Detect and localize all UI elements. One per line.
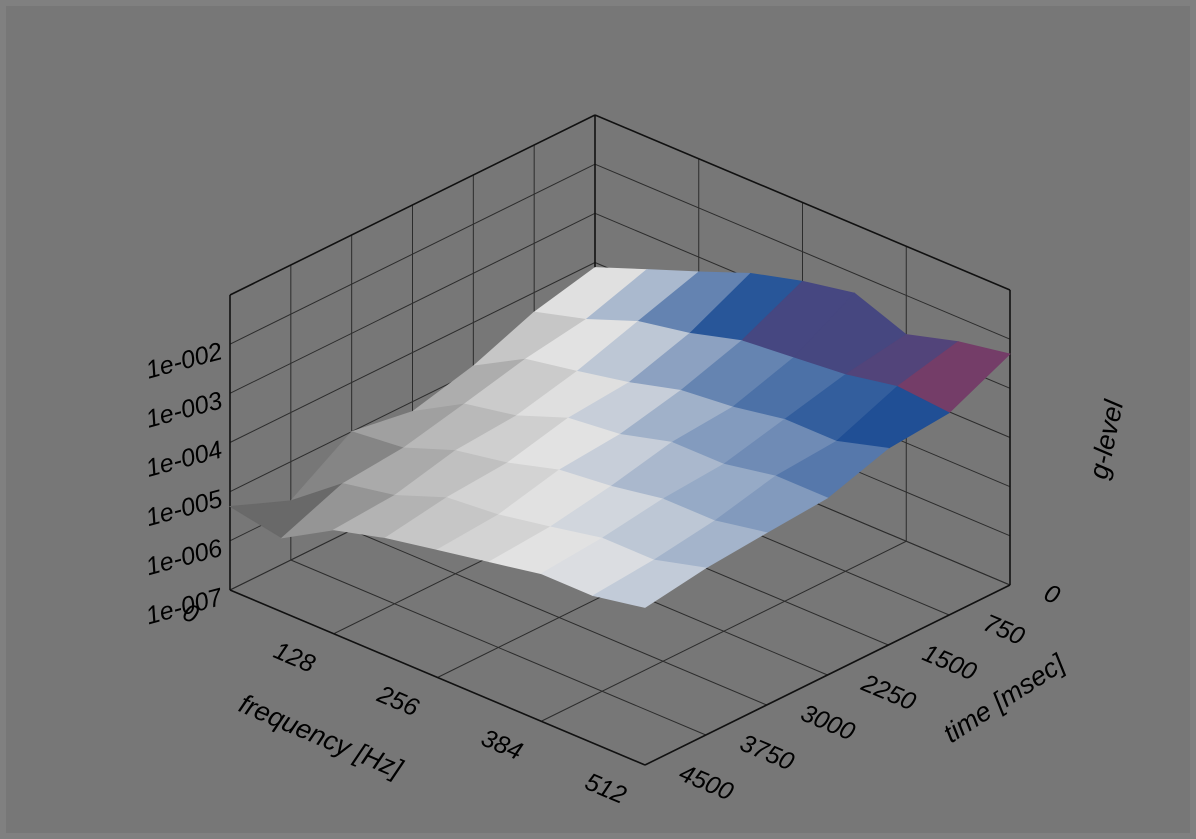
floor-grid-line: [290, 559, 707, 736]
wall-grid-line: [229, 163, 596, 345]
floor-grid-line: [351, 529, 767, 706]
axis-edge: [229, 114, 596, 296]
wall-grid-line: [229, 262, 596, 443]
surface: [228, 267, 1011, 608]
axis-edge: [594, 114, 1011, 291]
axis-edge: [229, 589, 646, 766]
surface-patch: [592, 559, 707, 608]
axis-edge: [644, 584, 1011, 766]
wall-grid-line: [594, 163, 1011, 340]
wall-grid-line: [229, 212, 596, 394]
